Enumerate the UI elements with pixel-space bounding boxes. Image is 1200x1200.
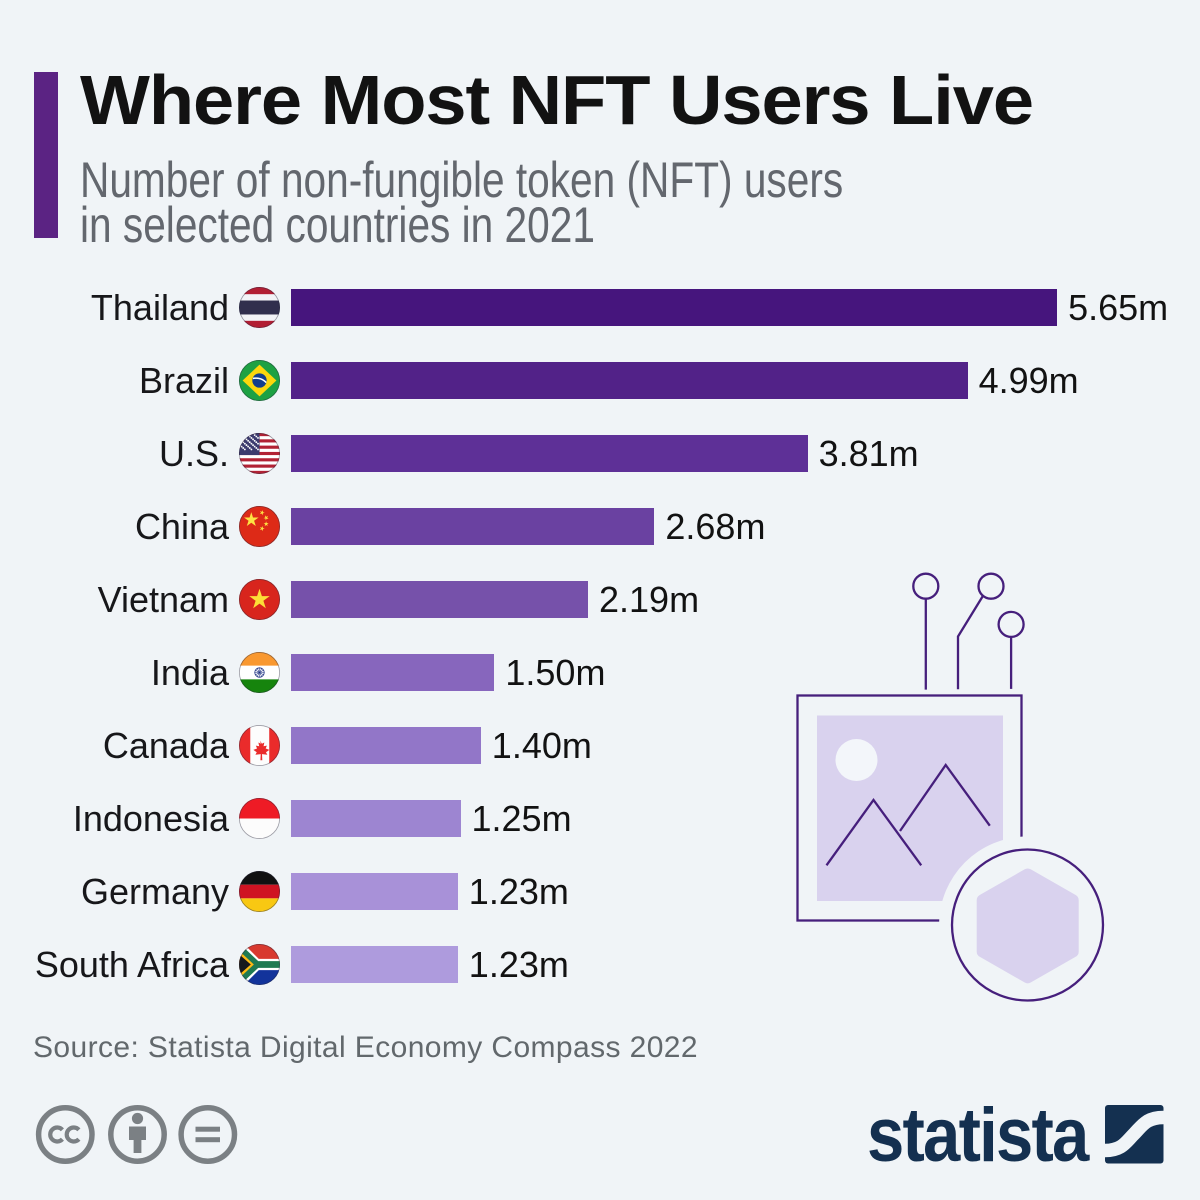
svg-text:statista: statista — [867, 1093, 1090, 1175]
